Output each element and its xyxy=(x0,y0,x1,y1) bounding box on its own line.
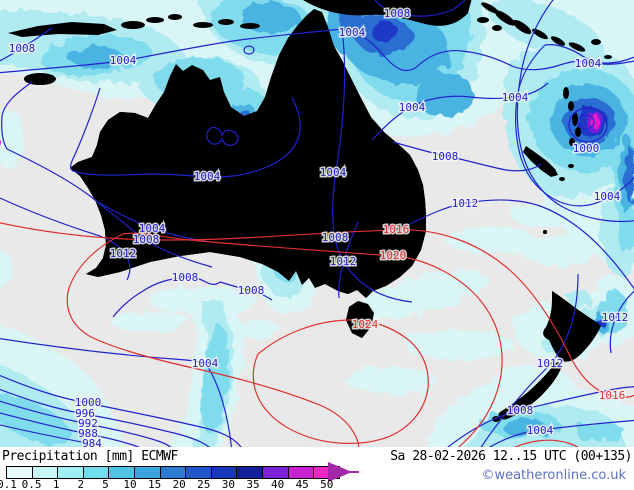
scale-tick-label: 0.5 xyxy=(21,478,42,490)
scale-cell xyxy=(31,467,58,478)
precip-scale-bar xyxy=(6,466,340,479)
isobar-label: 1004 xyxy=(139,222,166,235)
isobar-label: 1024 xyxy=(352,318,379,331)
isobar-label: 1004 xyxy=(399,101,426,114)
isobar-label: 1012 xyxy=(330,255,357,268)
scale-tick-label: 40 xyxy=(270,478,285,490)
isobar-label: 984 xyxy=(82,437,102,447)
isobar-label: 1004 xyxy=(192,357,219,370)
isobar-label: 1000 xyxy=(75,396,102,409)
isobar-label: 1008 xyxy=(172,271,199,284)
scale-cell xyxy=(185,467,211,478)
map-area: 1008 1004 1004 1008 1004 1004 1004 1008 1000 1004… xyxy=(0,0,634,447)
scale-tick-label: 15 xyxy=(147,478,162,490)
isobar-label: 996 xyxy=(75,407,95,420)
isobar-label: 1016 xyxy=(383,223,410,236)
scale-tick-label: 2 xyxy=(77,478,85,490)
isobar-label: 988 xyxy=(78,427,98,440)
scale-arrow-icon xyxy=(328,462,352,482)
legend-bar: Precipitation [mm] ECMWF Sa 28-02-2026 1… xyxy=(0,447,634,490)
scale-cell xyxy=(82,467,109,478)
scale-tick-label: 10 xyxy=(123,478,137,490)
precip-scale-labels: 0.1 0.5 1 2 5 10 15 20 25 30 35 40 45 50 xyxy=(0,478,420,490)
isobar-label: 992 xyxy=(78,417,98,430)
scale-tick-label: 25 xyxy=(197,478,211,490)
scale-tick-label: 20 xyxy=(172,478,186,490)
isobar-label: 1008 xyxy=(322,231,349,244)
scale-cell xyxy=(313,467,339,478)
scale-tick-label: 5 xyxy=(102,478,109,490)
isobar-label: 1004 xyxy=(502,91,529,104)
scale-tick-label: 50 xyxy=(320,478,334,490)
isobar-labels: 1008100410041008100410041004100810001004… xyxy=(7,6,630,448)
scale-tick-label: 35 xyxy=(246,478,260,490)
scale-tick-label: 45 xyxy=(295,478,309,490)
scale-tick-label: 0.1 xyxy=(0,478,17,490)
isobar-label: 1000 xyxy=(573,142,600,155)
isobar-label: 1008 xyxy=(133,233,160,246)
isobar-label: 1008 xyxy=(507,404,534,417)
scale-cell xyxy=(7,467,32,478)
scale-cell xyxy=(287,467,314,478)
isobar-label: 1004 xyxy=(575,57,602,70)
isobar-label: 1008 xyxy=(9,42,36,55)
isobar-label: 1004 xyxy=(594,190,621,203)
scale-tick-label: 30 xyxy=(221,478,236,490)
isobar-label: 1008 xyxy=(238,284,265,297)
scale-cell xyxy=(236,467,262,478)
scale-cell xyxy=(57,467,83,478)
scale-cell xyxy=(261,467,288,478)
isobar-label: 1004 xyxy=(527,424,554,437)
isobar-label: 1012 xyxy=(110,247,137,260)
scale-cell xyxy=(108,467,134,478)
scale-tick-label: 1 xyxy=(52,478,60,490)
scale-arrow-tail xyxy=(350,471,359,473)
isobar-label: 1020 xyxy=(380,249,407,262)
forecast-datetime: Sa 28-02-2026 12..15 UTC (00+135) xyxy=(390,449,632,464)
scale-cell xyxy=(210,467,237,478)
copyright-link[interactable]: ©weatheronline.co.uk xyxy=(481,468,626,483)
scale-cell xyxy=(133,467,160,478)
isobar-label: 1012 xyxy=(537,357,564,370)
isobar-label: 1016 xyxy=(599,389,626,402)
isobar-label: 1004 xyxy=(110,54,137,67)
isobar-label: 1008 xyxy=(432,150,459,163)
legend-title: Precipitation [mm] ECMWF xyxy=(2,449,178,464)
isobar-lines-low xyxy=(0,0,634,447)
weather-map: 1008100410041008100410041004100810001004… xyxy=(0,0,634,447)
isobar-label: 1004 xyxy=(320,166,347,179)
isobar-label: 1004 xyxy=(339,26,366,39)
isobar-label: 1004 xyxy=(194,170,221,183)
isobar-lines-high xyxy=(0,222,634,447)
scale-cell xyxy=(159,467,186,478)
isobar-label: 1012 xyxy=(452,197,479,210)
isobar-label: 1012 xyxy=(602,311,629,324)
isobar-label: 1008 xyxy=(384,7,411,20)
